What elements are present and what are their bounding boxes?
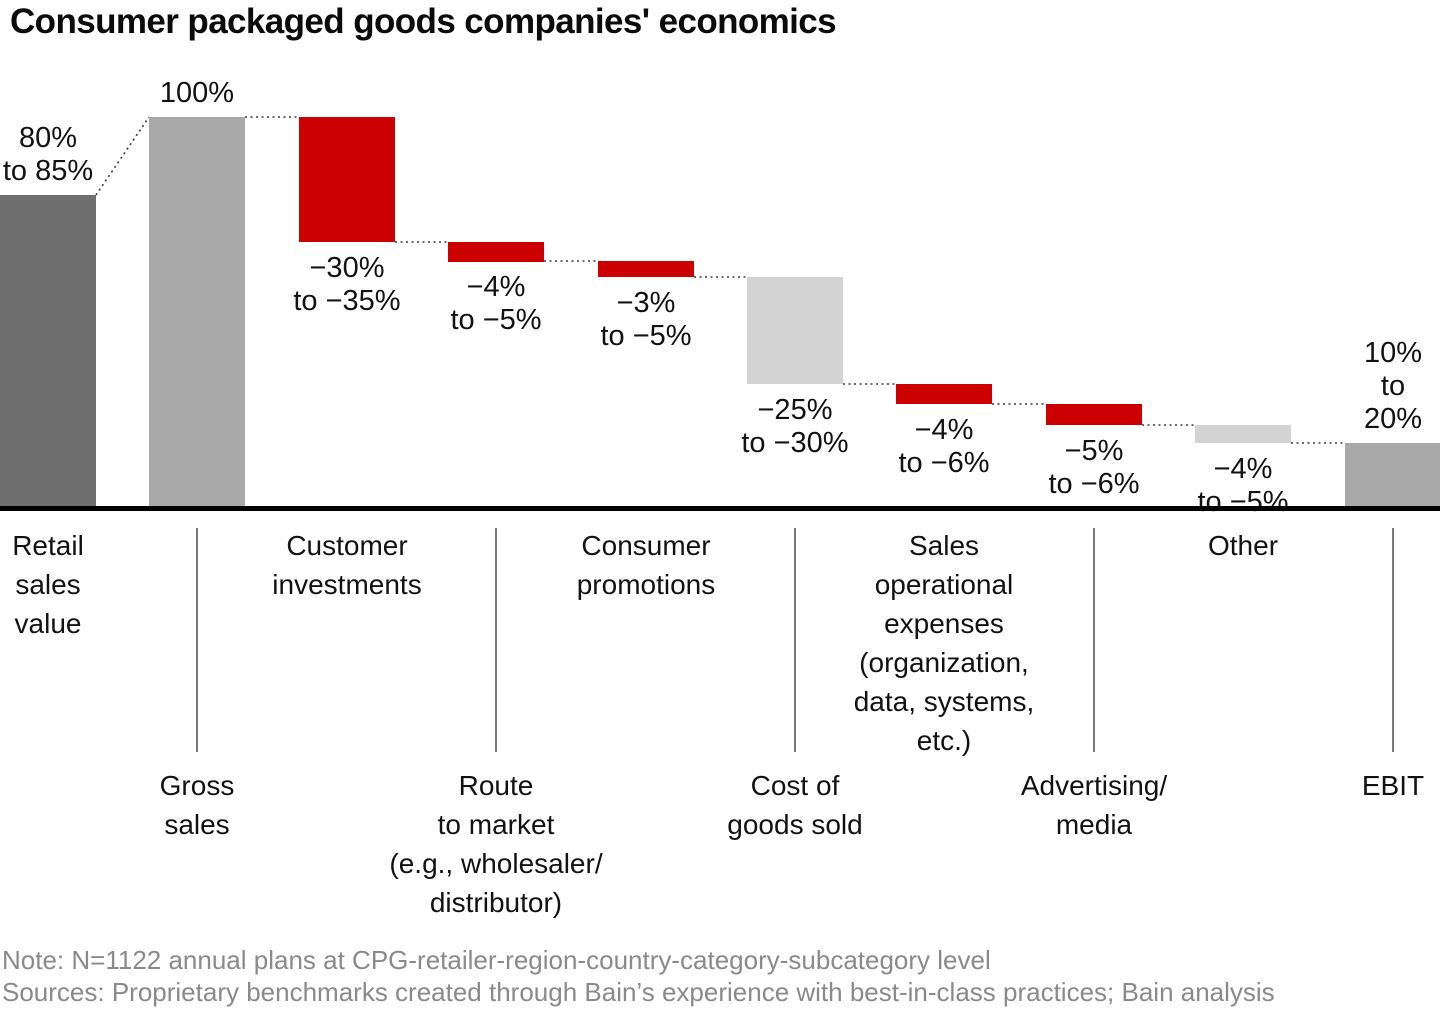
bar-advertising-media xyxy=(1046,404,1142,425)
bar-consumer-promotions xyxy=(598,261,694,277)
axis-label-ebit: EBIT xyxy=(1361,770,1425,801)
chart-title: Consumer packaged goods companies' econo… xyxy=(10,2,837,41)
axis-label-retail-sales-value: Retail sales value xyxy=(12,530,84,639)
bar-route-to-market-e-g-wholesaler-distributor xyxy=(448,242,544,262)
value-label-retail-sales-value: 80% to 85% xyxy=(2,122,94,187)
value-label-other: −4% to −5% xyxy=(1197,453,1289,518)
value-label-customer-investments: −30% to −35% xyxy=(293,252,401,317)
bar-sales-operational-expenses-organization-data-systems-etc xyxy=(896,384,992,404)
value-label-sales-operational-expenses-organization-data-systems-etc: −4% to −6% xyxy=(898,414,990,479)
bar-retail-sales-value xyxy=(0,195,96,507)
axis-label-route-to-market-e-g-wholesaler-distributor: Route to market (e.g., wholesaler/ distr… xyxy=(389,770,603,918)
axis-label-customer-investments: Customer investments xyxy=(272,530,422,600)
x-axis-line xyxy=(0,506,1440,511)
axis-label-consumer-promotions: Consumer promotions xyxy=(576,530,716,600)
bar-customer-investments xyxy=(299,117,395,242)
footnotes: Note: N=1122 annual plans at CPG-retaile… xyxy=(2,944,1275,1008)
value-label-gross-sales: 100% xyxy=(159,77,235,109)
axis-label-other: Other xyxy=(1207,530,1279,561)
sources-line: Sources: Proprietary benchmarks created … xyxy=(2,977,1275,1007)
value-label-consumer-promotions: −3% to −5% xyxy=(600,287,692,352)
note-line: Note: N=1122 annual plans at CPG-retaile… xyxy=(2,945,991,975)
value-label-route-to-market-e-g-wholesaler-distributor: −4% to −5% xyxy=(450,271,542,336)
bar-cost-of-goods-sold xyxy=(747,277,843,384)
axis-label-sales-operational-expenses-organization-data-systems-etc: Sales operational expenses (organization… xyxy=(853,530,1035,756)
axis-label-gross-sales: Gross sales xyxy=(159,770,235,840)
value-label-cost-of-goods-sold: −25% to −30% xyxy=(741,394,849,459)
value-label-advertising-media: −5% to −6% xyxy=(1048,435,1140,500)
bar-other xyxy=(1195,425,1291,443)
value-label-ebit: 10% to 20% xyxy=(1363,337,1423,435)
bar-gross-sales xyxy=(149,117,245,507)
bar-ebit xyxy=(1345,443,1440,507)
axis-label-advertising-media: Advertising/ media xyxy=(1020,770,1168,840)
axis-label-cost-of-goods-sold: Cost of goods sold xyxy=(727,770,863,840)
